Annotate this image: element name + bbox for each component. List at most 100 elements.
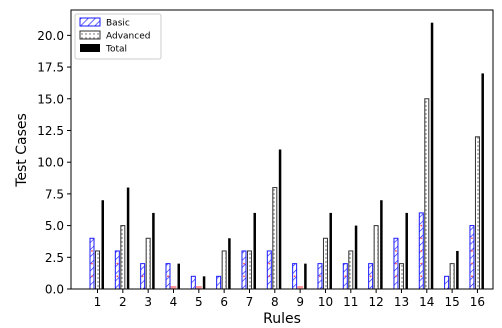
bar-basic-5 — [190, 275, 196, 290]
bar-total — [228, 238, 231, 289]
x-tick-label: 16 — [470, 295, 485, 309]
bar-basic-marker — [369, 275, 372, 278]
x-tick-label: 6 — [220, 295, 228, 309]
bar-advanced-9 — [297, 286, 304, 289]
bar-total — [430, 22, 434, 289]
bar-advanced — [348, 250, 354, 290]
bar-total-10 — [329, 212, 332, 289]
y-axis-label: Test Cases — [14, 113, 30, 188]
bar-basic — [216, 275, 222, 290]
bar-basic-13 — [393, 237, 399, 290]
bar-total-13 — [405, 212, 408, 289]
bar-basic-marker — [243, 262, 245, 265]
bar-advanced-1 — [95, 250, 100, 290]
bar-advanced — [120, 225, 126, 290]
bar-basic-2 — [114, 250, 120, 290]
bar-total-15 — [456, 250, 459, 289]
bar-basic-marker — [395, 275, 397, 278]
x-axis-label: Rules — [263, 311, 301, 327]
bar-advanced-10 — [322, 237, 328, 290]
bar-basic-marker — [344, 275, 347, 278]
bar-advanced — [322, 237, 328, 290]
y-tick-label: 10.0 — [37, 156, 64, 170]
bar-advanced-13 — [398, 263, 404, 290]
x-tick-label: 1 — [94, 295, 102, 309]
bar-advanced-5 — [195, 286, 202, 289]
bar-total-11 — [354, 225, 358, 289]
bar-advanced — [449, 263, 455, 290]
bar-basic — [266, 250, 272, 290]
bar-total-8 — [278, 149, 282, 289]
bar-basic-marker — [420, 237, 423, 240]
plot-area — [89, 22, 484, 290]
bar-total-16 — [481, 73, 484, 289]
bar-basic-marker — [395, 262, 397, 265]
bar-basic-1 — [89, 237, 95, 290]
bar-advanced — [424, 98, 430, 290]
bar-basic-marker — [471, 262, 473, 265]
bar-advanced-zero-marker — [297, 286, 304, 289]
y-tick-label: 5.0 — [45, 219, 64, 233]
bar-advanced-6 — [221, 250, 227, 290]
bar-total — [354, 225, 358, 289]
bar-basic-10 — [317, 263, 323, 290]
bar-total — [329, 212, 332, 289]
bar-advanced-15 — [449, 263, 455, 290]
bar-advanced-3 — [145, 237, 151, 290]
bar-basic-12 — [368, 263, 374, 290]
x-tick-label: 2 — [119, 295, 127, 309]
bar-basic-8 — [266, 250, 272, 290]
bar-basic-7 — [241, 250, 247, 290]
x-tick-label: 9 — [296, 295, 304, 309]
bar-basic — [469, 225, 475, 290]
bar-total — [304, 263, 307, 289]
bar-basic-marker — [471, 250, 473, 252]
y-axis: 0.0 2.5 5.0 7.5 10.0 12.5 15.0 17.5 20.0 — [37, 29, 71, 297]
bar-basic-14 — [418, 212, 424, 290]
bar-basic-marker — [91, 262, 93, 265]
x-tick-label: 3 — [144, 295, 152, 309]
x-tick-label: 13 — [394, 295, 409, 309]
bar-basic-marker — [471, 275, 473, 278]
y-tick-label: 17.5 — [37, 61, 64, 75]
bar-total — [152, 212, 155, 289]
bar-basic-marker — [167, 275, 169, 278]
y-tick-label: 2.5 — [45, 251, 64, 265]
x-tick-label: 5 — [195, 295, 203, 309]
x-tick-label: 11 — [343, 295, 358, 309]
bar-total-1 — [101, 200, 104, 289]
x-tick-label: 12 — [368, 295, 383, 309]
bar-total — [177, 263, 180, 289]
legend-advanced-label: Advanced — [106, 32, 150, 42]
bar-basic-marker — [319, 275, 321, 278]
bar-advanced-11 — [348, 250, 354, 290]
bar-total — [481, 73, 484, 289]
x-tick-label: 15 — [444, 295, 459, 309]
bar-total-6 — [228, 238, 231, 289]
bar-basic-3 — [140, 263, 146, 290]
bar-basic-marker — [420, 275, 423, 278]
bar-advanced — [145, 237, 151, 290]
bar-basic-marker — [91, 250, 93, 252]
bar-basic-marker — [420, 262, 423, 265]
bar-basic — [190, 275, 196, 290]
bar-basic-marker — [471, 237, 473, 240]
legend-total-label: Total — [105, 45, 127, 55]
bar-basic-marker — [141, 275, 144, 278]
bar-advanced — [95, 250, 100, 290]
bar-total-4 — [177, 263, 180, 289]
bar-total — [380, 200, 383, 289]
bar-advanced-zero-marker — [170, 286, 177, 289]
bar-basic-9 — [292, 263, 298, 290]
x-axis: 1 2 3 4 5 6 7 8 9 10 11 12 13 14 15 16 — [94, 289, 485, 309]
bar-advanced — [398, 263, 404, 290]
y-tick-label: 15.0 — [37, 92, 64, 106]
bar-advanced — [272, 187, 278, 290]
legend: Basic Advanced Total — [74, 13, 162, 60]
bar-advanced-12 — [373, 225, 379, 290]
y-tick-label: 20.0 — [37, 29, 64, 43]
y-tick-label: 7.5 — [45, 187, 64, 201]
bar-basic-marker — [116, 262, 119, 265]
bar-total-14 — [430, 22, 434, 289]
